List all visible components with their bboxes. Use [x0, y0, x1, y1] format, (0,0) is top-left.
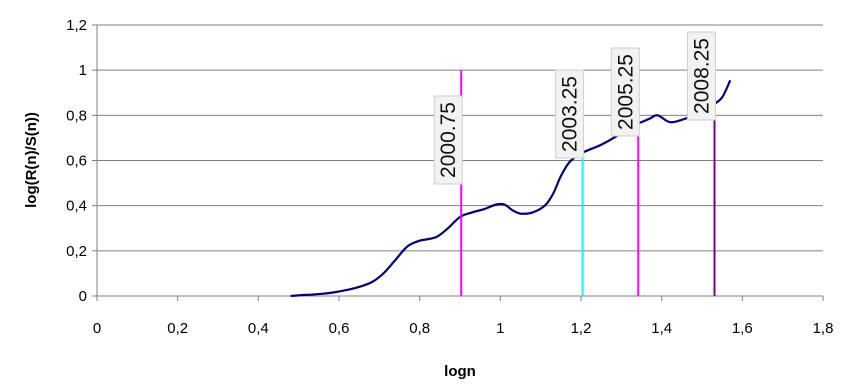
x-tick-label: 0,8: [409, 320, 430, 337]
marker-label: 2000.75: [437, 102, 460, 178]
y-tick-label: 1,2: [66, 17, 87, 34]
x-tick-label: 0,6: [329, 320, 350, 337]
y-tick-label: 0,8: [66, 107, 87, 124]
x-tick-label: 1,2: [571, 320, 592, 337]
marker-label-box: [687, 31, 717, 121]
x-tick-label: 0,2: [167, 320, 188, 337]
series-line: [290, 79, 732, 298]
marker-label: 2003.25: [559, 76, 582, 152]
x-axis-title: logn: [444, 363, 476, 380]
marker-label-box: [610, 47, 640, 137]
marker-label-box: [555, 69, 585, 159]
y-tick-label: 0,4: [66, 198, 87, 215]
y-tick-label: 0: [79, 288, 87, 305]
x-tick-label: 1: [496, 320, 504, 337]
y-tick-label: 0,2: [66, 243, 87, 260]
series-layer: [290, 79, 732, 298]
y-axis-title: log(R(n)/S(n)): [23, 112, 40, 208]
x-tick-label: 0,4: [248, 320, 269, 337]
x-tick-label: 0: [93, 320, 101, 337]
x-tick-label: 1,8: [813, 320, 834, 337]
y-tick-labels: 0 0,2 0,4 0,6 0,8 1 1,2: [66, 17, 97, 305]
marker-lines: 2000.75 2003.25 2005.25 2008.25: [433, 31, 717, 296]
x-tick-label: 1,4: [651, 320, 672, 337]
x-tick-labels: 0 0,2 0,4 0,6 0,8 1 1,2 1,4 1,6 1,8: [93, 296, 834, 337]
y-tick-label: 0,6: [66, 153, 87, 170]
x-tick-label: 1,6: [732, 320, 753, 337]
y-tick-label: 1: [79, 62, 87, 79]
marker-label: 2005.25: [614, 54, 637, 130]
marker-label: 2008.25: [691, 38, 714, 114]
marker-label-box: [433, 95, 463, 185]
